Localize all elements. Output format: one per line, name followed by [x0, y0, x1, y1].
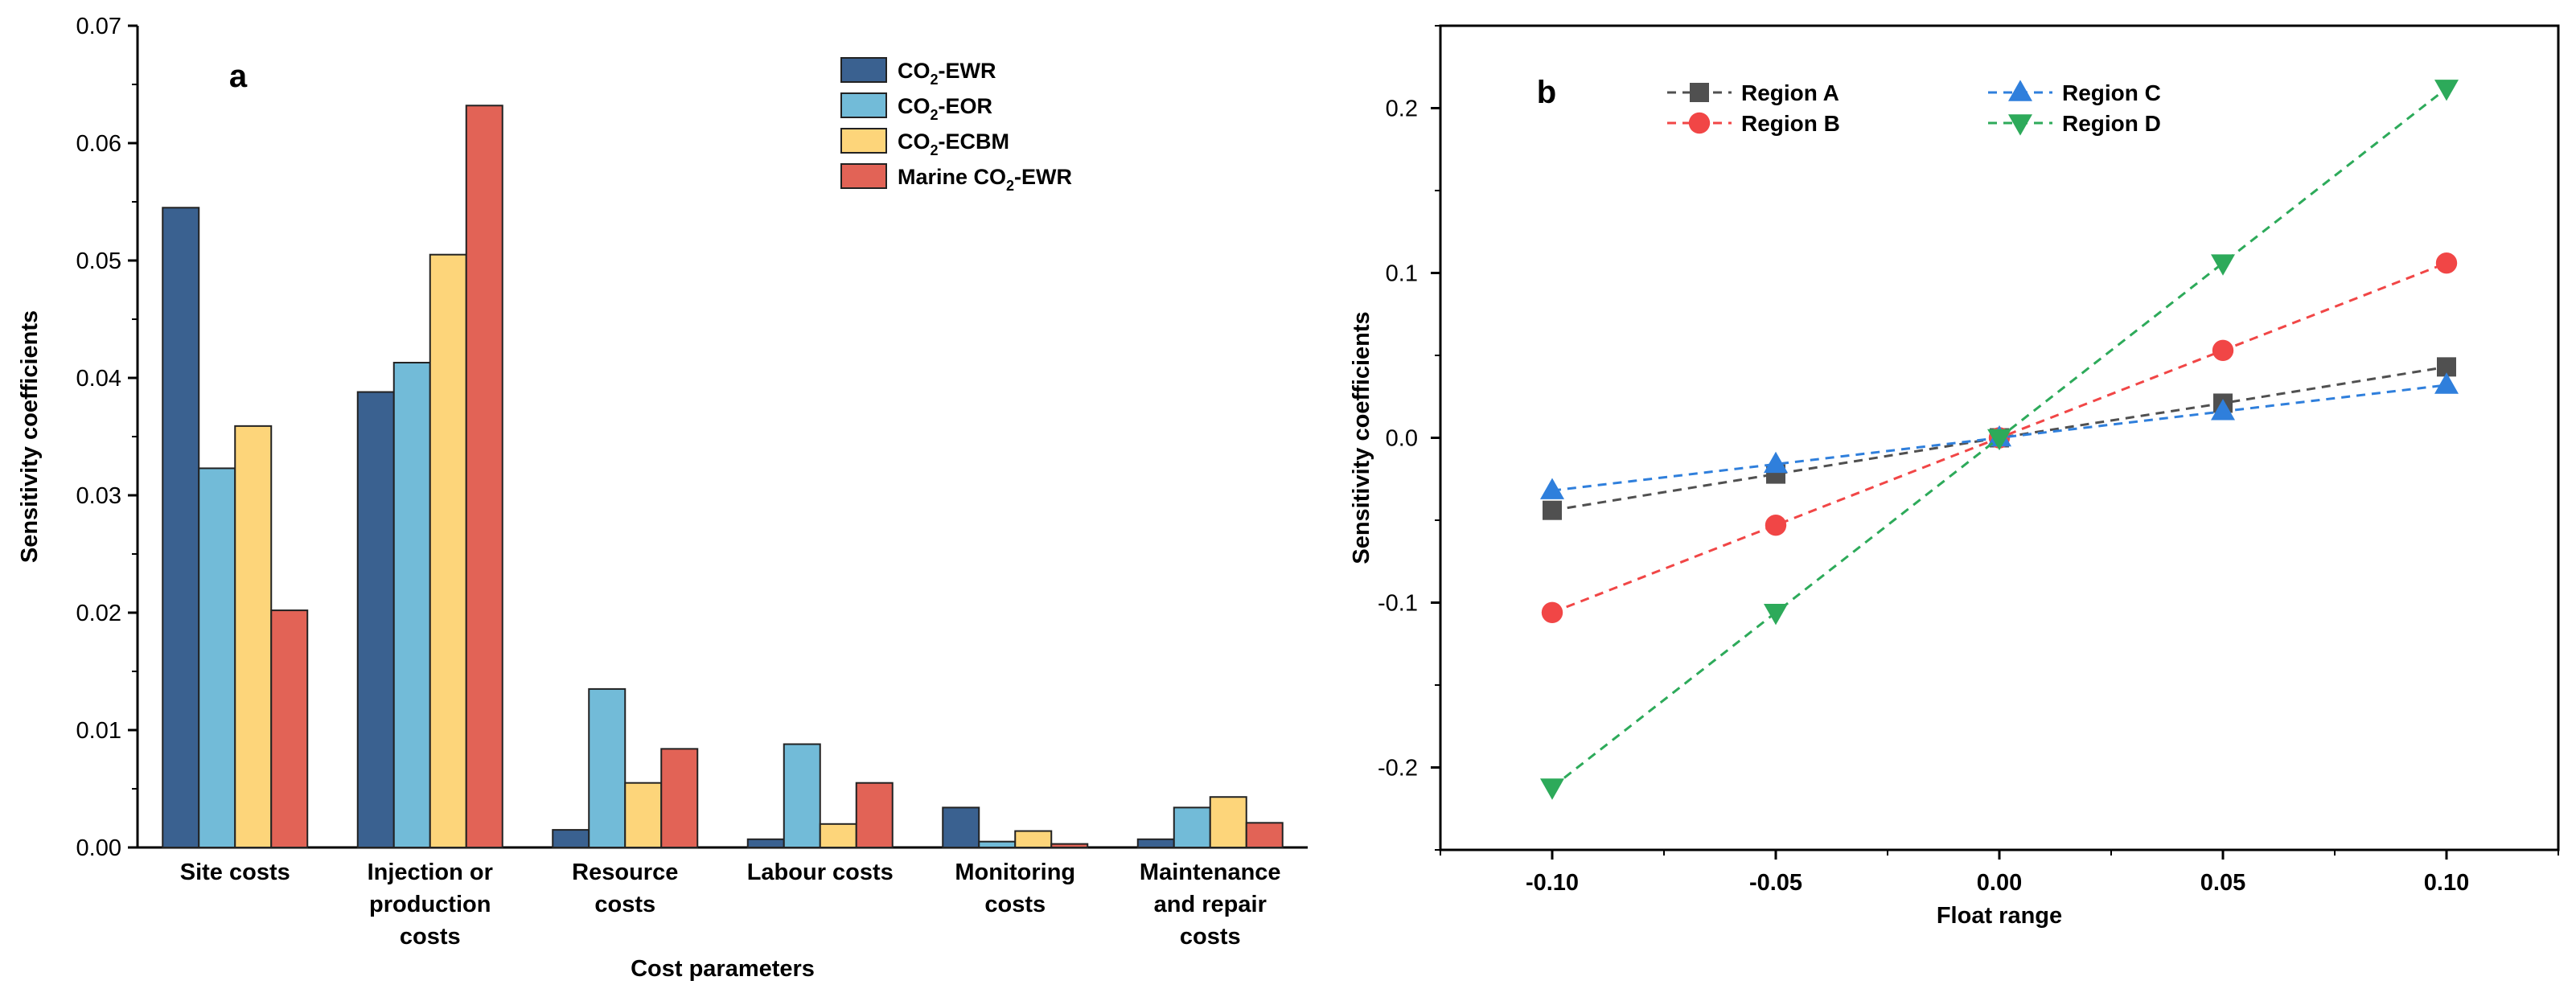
- data-point-region-c: [2211, 399, 2235, 421]
- y-tick-label: 0.03: [76, 483, 121, 509]
- data-point-region-b: [2212, 339, 2234, 362]
- bar-marine-co2-ewr: [1050, 843, 1089, 848]
- x-tick-label: Resource costs: [572, 860, 678, 917]
- y-axis-title: Sensitivity coefficients: [1349, 311, 1374, 564]
- data-point-region-b: [1541, 601, 1563, 623]
- x-tick-label: 0.05: [2200, 870, 2245, 896]
- legend-label: CO2-EOR: [898, 94, 992, 123]
- legend-label: Marine CO2-EWR: [898, 165, 1072, 194]
- y-tick-label: -0.1: [1378, 591, 1418, 617]
- data-point-region-d: [1540, 778, 1564, 800]
- bar-marine-co2-ewr: [855, 782, 894, 849]
- legend-swatch: [840, 92, 887, 118]
- x-tick-label: -0.05: [1749, 870, 1802, 896]
- panel-label-a: a: [229, 59, 248, 94]
- bar-co2-ecbm: [819, 823, 857, 849]
- x-tick-label: -0.10: [1526, 870, 1579, 896]
- data-point-region-c: [2434, 372, 2459, 394]
- y-tick-label: 0.05: [76, 248, 121, 274]
- y-tick-label: 0.02: [76, 601, 121, 626]
- legend-label: Region C: [2062, 80, 2161, 105]
- y-tick-label: 0.00: [76, 835, 121, 861]
- x-tick-label: Maintenance and repair costs: [1140, 860, 1281, 950]
- bar-co2-ecbm: [1014, 830, 1053, 849]
- y-tick-label: -0.2: [1378, 756, 1418, 782]
- y-tick-label: 0.2: [1386, 96, 1418, 122]
- bar-co2-ecbm: [234, 425, 273, 848]
- bar-co2-ewr: [356, 391, 395, 848]
- y-tick-label: 0.04: [76, 366, 121, 392]
- bar-marine-co2-ewr: [660, 748, 699, 848]
- bar-co2-eor: [978, 840, 1017, 848]
- y-tick-label: 0.1: [1386, 261, 1418, 287]
- legend-swatch: [840, 128, 887, 154]
- legend-marker: [2008, 114, 2032, 136]
- bar-co2-eor: [198, 467, 236, 848]
- legend-label: Region D: [2062, 111, 2161, 136]
- chart-b-line-chart: -0.10 -0.05 0.00 0.05 0.10 -0.2 -0.1 0.0 0.1 0.2 F…: [1349, 24, 2560, 929]
- bar-co2-eor: [392, 362, 431, 848]
- x-tick-label: Site costs: [180, 860, 290, 885]
- panel-label-b: b: [1537, 75, 1556, 110]
- data-point-region-b: [2435, 252, 2458, 274]
- x-axis-title: Cost parameters: [631, 956, 815, 982]
- legend-swatch: [840, 57, 887, 83]
- y-tick-label: 0.01: [76, 718, 121, 744]
- legend-marker: [2008, 80, 2032, 101]
- bar-co2-ecbm: [429, 253, 467, 848]
- y-tick-label: 0.06: [76, 131, 121, 157]
- bar-marine-co2-ewr: [270, 609, 309, 849]
- y-tick-label: 0.0: [1386, 426, 1418, 452]
- legend-marker: [1688, 112, 1711, 134]
- legend-label: CO2-ECBM: [898, 129, 1009, 158]
- bar-co2-eor: [588, 687, 627, 849]
- x-axis-title: Float range: [1937, 903, 2062, 929]
- x-tick-label: Injection or production costs: [368, 860, 493, 950]
- bar-marine-co2-ewr: [1245, 822, 1284, 849]
- bar-marine-co2-ewr: [465, 105, 503, 848]
- bar-co2-ewr: [746, 838, 785, 849]
- legend-swatch: [840, 163, 887, 189]
- series-line-region-a: [1551, 365, 2447, 512]
- legend-label: Region A: [1741, 80, 1839, 105]
- bar-co2-eor: [783, 743, 821, 849]
- y-tick-label: 0.07: [76, 14, 121, 39]
- bar-co2-ewr: [552, 829, 590, 848]
- bar-co2-eor: [1173, 806, 1211, 848]
- bar-co2-ewr: [1136, 838, 1175, 849]
- data-point-region-d: [2211, 254, 2235, 276]
- x-tick-label: 0.00: [1977, 870, 2022, 896]
- data-point-region-d: [1764, 604, 1788, 626]
- data-point-region-c: [1764, 451, 1788, 474]
- legend-label: Region B: [1741, 111, 1840, 136]
- bar-co2-ecbm: [624, 782, 663, 849]
- chart-a-bar-chart: 0.00 0.01 0.02 0.03 0.04 0.05 0.06 0.07 Sensitiv…: [17, 14, 1308, 982]
- data-point-region-d: [1987, 429, 2011, 451]
- x-tick-label: Labour costs: [747, 860, 894, 885]
- bar-co2-ewr: [942, 806, 980, 848]
- x-tick-label: 0.10: [2424, 870, 2469, 896]
- legend-label: CO2-EWR: [898, 59, 996, 88]
- bar-co2-ecbm: [1209, 796, 1247, 848]
- data-point-region-c: [1540, 478, 1564, 499]
- bar-co2-ewr: [162, 207, 200, 848]
- data-point-region-a: [1543, 500, 1562, 520]
- data-point-region-b: [1765, 514, 1787, 536]
- data-point-region-d: [2434, 80, 2459, 101]
- x-tick-label: Monitoring costs: [955, 860, 1075, 917]
- y-axis-title: Sensitivity coefficients: [17, 310, 43, 563]
- legend-marker: [1690, 83, 1709, 102]
